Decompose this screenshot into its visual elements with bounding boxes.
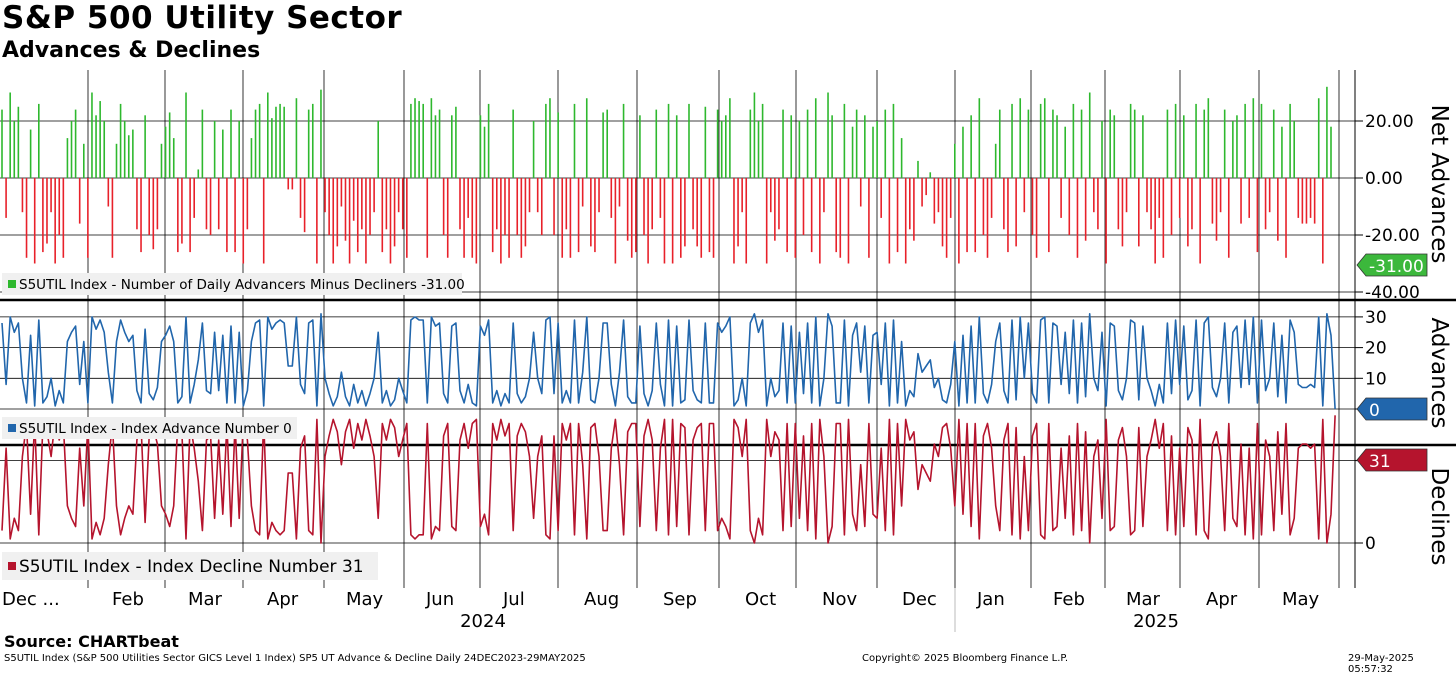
x-month-label: Mar bbox=[1126, 589, 1161, 610]
x-month-label: Apr bbox=[1206, 589, 1238, 610]
legend-declines-swatch bbox=[8, 562, 16, 570]
chart-title: S&P 500 Utility Sector bbox=[2, 0, 403, 36]
marks-layer bbox=[1, 86, 1336, 544]
y-axis-title: Net Advances bbox=[1426, 105, 1452, 264]
y-tick-label: -40.00 bbox=[1365, 283, 1420, 303]
grid-layer bbox=[0, 70, 1456, 588]
chart-subtitle: Advances & Declines bbox=[2, 38, 261, 63]
y-axis-title: Declines bbox=[1426, 468, 1452, 566]
y-tick-label: 20 bbox=[1365, 339, 1387, 359]
legend-declines-bg bbox=[2, 552, 378, 580]
x-year-label: 2025 bbox=[1133, 611, 1179, 632]
legend-net-swatch bbox=[8, 280, 16, 288]
source-note: Source: CHARTbeat bbox=[4, 632, 179, 651]
x-year-label: 2024 bbox=[460, 611, 506, 632]
advances-last-value-tag: 0 bbox=[1369, 401, 1380, 421]
x-month-label: May bbox=[346, 589, 384, 610]
y-tick-label: 0 bbox=[1365, 534, 1376, 554]
footer-timestamp: 29-May-2025 05:57:32 bbox=[1348, 653, 1414, 675]
legend-advances-swatch bbox=[8, 424, 16, 432]
x-month-label: Apr bbox=[267, 589, 299, 610]
advances-line bbox=[1, 312, 1336, 410]
x-month-label: May bbox=[1282, 589, 1320, 610]
axis-layer: 20.00 0.00 -20.00 -40.00 Net Advances 30 20 10 A… bbox=[2, 105, 1452, 632]
x-month-label: Oct bbox=[745, 589, 776, 610]
y-tick-label: 30 bbox=[1365, 308, 1387, 328]
x-month-label: Jun bbox=[425, 589, 454, 610]
x-month-label: Jan bbox=[976, 589, 1005, 610]
x-month-label: Dec ... bbox=[2, 589, 60, 610]
x-month-label: Mar bbox=[188, 589, 223, 610]
legend-advances-bg bbox=[2, 417, 297, 439]
footer-description: S5UTIL Index (S&P 500 Utilities Sector G… bbox=[4, 653, 586, 664]
legend-net: S5UTIL Index - Number of Daily Advancers… bbox=[19, 277, 465, 293]
x-month-label: Feb bbox=[112, 589, 144, 610]
declines-last-value-tag-shape bbox=[1356, 448, 1428, 472]
y-tick-label: 20.00 bbox=[1365, 112, 1414, 132]
x-month-label: Feb bbox=[1053, 589, 1085, 610]
x-month-label: Aug bbox=[584, 589, 619, 610]
legend-net-bg bbox=[2, 273, 462, 295]
legend-advances: S5UTIL Index - Index Advance Number 0 bbox=[19, 421, 292, 437]
x-month-label: Jul bbox=[502, 589, 525, 610]
declines-last-value-tag: 31 bbox=[1369, 452, 1391, 472]
y-axis-title: Advances bbox=[1426, 318, 1452, 429]
footer-copyright: Copyright© 2025 Bloomberg Finance L.P. bbox=[862, 653, 1069, 664]
y-tick-label: 0.00 bbox=[1365, 169, 1403, 189]
net-last-value-tag: -31.00 bbox=[1369, 257, 1424, 277]
legend-declines: S5UTIL Index - Index Decline Number 31 bbox=[19, 557, 364, 577]
x-month-label: Sep bbox=[663, 589, 697, 610]
x-month-label: Nov bbox=[822, 589, 857, 610]
declines-line bbox=[1, 415, 1336, 544]
y-tick-label: 10 bbox=[1365, 369, 1387, 389]
y-tick-label: -20.00 bbox=[1365, 226, 1420, 246]
advances-last-value-tag-shape bbox=[1356, 397, 1428, 421]
x-month-label: Dec bbox=[902, 589, 937, 610]
net-last-value-tag-shape bbox=[1356, 253, 1428, 277]
